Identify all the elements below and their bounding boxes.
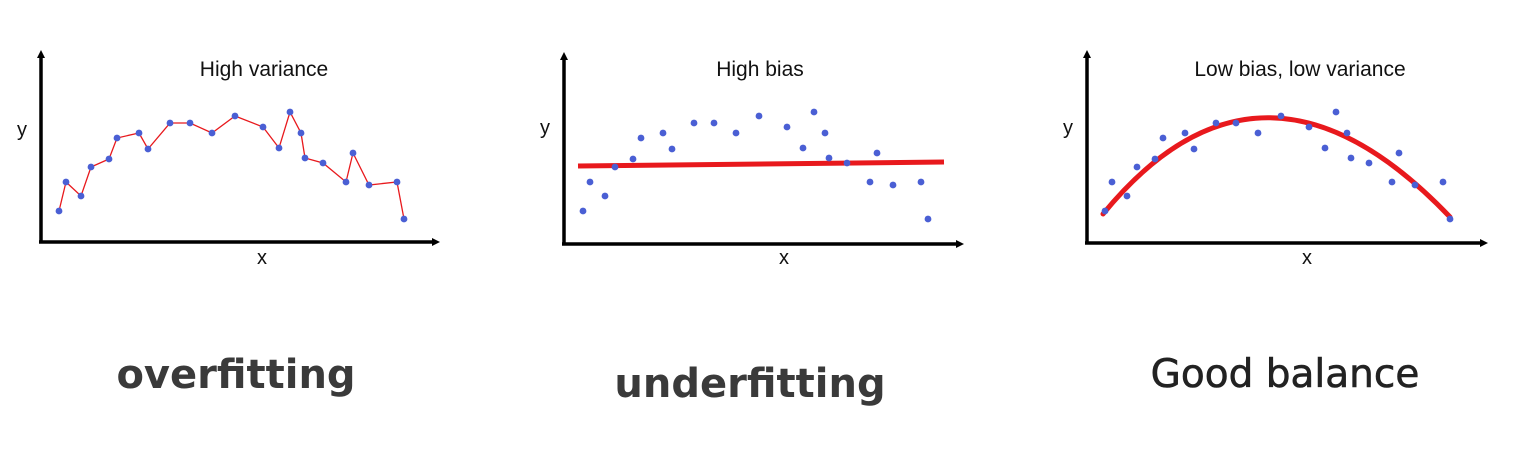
data-point: [586, 178, 594, 186]
data-point: [1365, 159, 1373, 167]
panel-good-balance: Low bias, low variance y x: [1063, 50, 1488, 269]
caption-underfitting: underfitting: [614, 361, 886, 407]
data-point: [690, 119, 698, 127]
data-point: [825, 154, 833, 162]
data-point: [1181, 129, 1189, 137]
overfit-interpolation-line: [58, 110, 405, 220]
quadratic-fit-curve: [1100, 115, 1453, 220]
data-point: [799, 144, 807, 152]
data-points: [579, 108, 932, 223]
data-point: [1232, 119, 1240, 127]
data-point: [611, 163, 619, 171]
data-point: [342, 178, 350, 186]
data-point: [1446, 215, 1454, 223]
panel-underfitting: High bias y x: [540, 52, 964, 269]
panel-title: High bias: [716, 58, 804, 81]
data-point: [917, 178, 925, 186]
data-point: [1101, 207, 1109, 215]
data-point: [637, 134, 645, 142]
data-point: [668, 145, 676, 153]
data-point: [275, 144, 283, 152]
data-point: [186, 119, 194, 127]
data-point: [77, 192, 85, 200]
data-point: [1332, 108, 1340, 116]
data-point: [166, 119, 174, 127]
data-point: [1321, 144, 1329, 152]
data-point: [924, 215, 932, 223]
x-axis-label: x: [1302, 247, 1312, 269]
data-point: [732, 129, 740, 137]
data-point: [1123, 192, 1131, 200]
data-point: [1343, 129, 1351, 137]
data-point: [400, 215, 408, 223]
data-point: [1254, 129, 1262, 137]
data-point: [301, 154, 309, 162]
caption-overfitting: overfitting: [116, 352, 356, 398]
panel-title: Low bias, low variance: [1194, 58, 1405, 81]
data-point: [1212, 119, 1220, 127]
data-point: [1305, 123, 1313, 131]
data-point: [365, 181, 373, 189]
data-point: [319, 159, 327, 167]
data-point: [659, 129, 667, 137]
data-point: [208, 129, 216, 137]
data-point: [1159, 134, 1167, 142]
y-axis-label: y: [1063, 117, 1073, 139]
data-point: [710, 119, 718, 127]
data-point: [231, 112, 239, 120]
data-point: [1388, 178, 1396, 186]
data-point: [1277, 112, 1285, 120]
data-point: [113, 134, 121, 142]
x-axis-label: x: [257, 247, 267, 269]
data-point: [873, 149, 881, 157]
data-point: [1395, 149, 1403, 157]
linear-fit-line: [577, 159, 945, 169]
data-point: [297, 129, 305, 137]
data-point: [286, 108, 294, 116]
data-points: [55, 108, 408, 223]
data-point: [144, 145, 152, 153]
data-point: [55, 207, 63, 215]
data-point: [755, 112, 763, 120]
y-axis-label: y: [540, 117, 550, 139]
data-point: [1190, 145, 1198, 153]
data-point: [393, 178, 401, 186]
data-points: [1101, 108, 1454, 223]
data-point: [843, 159, 851, 167]
data-point: [866, 178, 874, 186]
data-point: [821, 129, 829, 137]
data-point: [601, 192, 609, 200]
data-point: [629, 155, 637, 163]
data-point: [1411, 181, 1419, 189]
data-point: [783, 123, 791, 131]
panel-overfitting: High variance y x: [17, 50, 440, 269]
data-point: [1151, 155, 1159, 163]
x-axis-label: x: [779, 247, 789, 269]
data-point: [259, 123, 267, 131]
panel-title: High variance: [200, 58, 328, 81]
data-point: [1108, 178, 1116, 186]
data-point: [1347, 154, 1355, 162]
data-point: [135, 129, 143, 137]
data-point: [1133, 163, 1141, 171]
data-point: [1439, 178, 1447, 186]
data-point: [105, 155, 113, 163]
data-point: [87, 163, 95, 171]
data-point: [889, 181, 897, 189]
data-point: [810, 108, 818, 116]
y-axis-label: y: [17, 119, 27, 141]
data-point: [579, 207, 587, 215]
data-point: [349, 149, 357, 157]
caption-good-balance: Good balance: [1150, 352, 1420, 398]
data-point: [62, 178, 70, 186]
